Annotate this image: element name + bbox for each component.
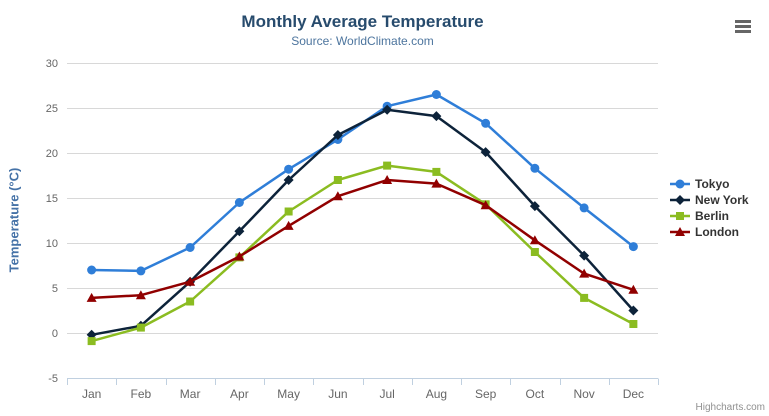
legend-marker [675, 195, 685, 205]
data-point-new-york[interactable] [283, 175, 294, 185]
data-point-tokyo[interactable] [628, 242, 638, 252]
data-point-london[interactable] [332, 191, 343, 201]
data-point-london[interactable] [135, 290, 146, 300]
data-point-berlin[interactable] [284, 207, 293, 216]
legend-marker [675, 179, 685, 189]
data-point-london[interactable] [86, 292, 97, 302]
data-point-london[interactable] [431, 178, 442, 188]
y-axis-label: 20 [46, 148, 58, 160]
data-point-new-york[interactable] [332, 130, 343, 140]
series-london [86, 175, 639, 302]
data-point-london[interactable] [480, 200, 491, 210]
data-point-berlin[interactable] [530, 248, 539, 256]
data-point-new-york[interactable] [529, 201, 540, 212]
y-axis-label: 30 [46, 58, 58, 70]
data-point-berlin[interactable] [87, 337, 96, 346]
x-axis-label: Jul [379, 387, 394, 401]
series-line-london[interactable] [90, 178, 635, 300]
data-point-london[interactable] [283, 220, 294, 230]
data-point-new-york[interactable] [579, 250, 590, 261]
series-line-tokyo[interactable] [90, 93, 635, 273]
data-point-tokyo[interactable] [431, 90, 441, 99]
data-point-berlin[interactable] [629, 320, 638, 328]
data-point-new-york[interactable] [234, 226, 245, 237]
y-axis-label: 10 [46, 238, 58, 250]
legend-item-berlin[interactable]: Berlin [669, 208, 749, 224]
data-point-berlin[interactable] [186, 297, 195, 306]
data-point-london[interactable] [579, 268, 590, 278]
legend: Tokyo New York Berlin London [669, 176, 749, 240]
legend-item-london[interactable]: London [669, 224, 749, 240]
data-point-london[interactable] [628, 284, 639, 294]
x-axis-label: Nov [573, 387, 594, 401]
hamburger-icon [735, 29, 751, 33]
data-point-berlin[interactable] [580, 293, 589, 302]
export-menu-button[interactable] [731, 15, 755, 37]
data-point-new-york[interactable] [480, 147, 491, 158]
data-point-london[interactable] [234, 251, 245, 261]
x-axis-label: Jan [82, 387, 101, 401]
x-axis-label: Feb [131, 387, 152, 401]
data-point-tokyo[interactable] [234, 198, 244, 207]
legend-label: London [695, 225, 739, 239]
data-point-tokyo[interactable] [136, 266, 146, 276]
legend-item-new-york[interactable]: New York [669, 192, 749, 208]
series-line-berlin[interactable] [90, 164, 635, 343]
chart-subtitle: Source: WorldClimate.com [291, 34, 434, 48]
legend-triangle-icon [670, 227, 690, 236]
data-point-tokyo[interactable] [579, 203, 589, 213]
data-point-london[interactable] [529, 235, 540, 245]
data-point-tokyo[interactable] [185, 243, 195, 252]
legend-label: Tokyo [695, 177, 730, 191]
data-point-london[interactable] [185, 276, 196, 286]
data-point-berlin[interactable] [333, 176, 342, 184]
data-point-berlin[interactable] [383, 161, 392, 170]
data-point-tokyo[interactable] [284, 164, 294, 174]
legend-circle-icon [670, 179, 690, 189]
legend-diamond-icon [670, 195, 690, 205]
x-axis-label: Aug [426, 387, 447, 401]
x-axis-label: Jun [328, 387, 347, 401]
data-point-tokyo[interactable] [87, 265, 97, 275]
legend-marker [675, 227, 685, 236]
data-point-new-york[interactable] [431, 111, 442, 122]
x-axis-label: Dec [623, 387, 644, 401]
legend-item-tokyo[interactable]: Tokyo [669, 176, 749, 192]
legend-label: Berlin [695, 209, 730, 223]
x-axis-label: Sep [475, 387, 497, 401]
data-point-tokyo[interactable] [530, 163, 540, 173]
legend-label: New York [695, 193, 749, 207]
highcharts-credit[interactable]: Highcharts.com [695, 402, 765, 413]
hamburger-icon [735, 24, 751, 28]
legend-square-icon [670, 212, 690, 220]
legend-marker [676, 212, 684, 220]
y-axis-label: 15 [46, 193, 58, 205]
data-point-london[interactable] [382, 175, 393, 184]
y-axis-label: 5 [52, 283, 58, 295]
series-new-york [86, 104, 639, 340]
x-axis-label: Oct [526, 387, 545, 401]
data-point-berlin[interactable] [136, 323, 145, 332]
y-axis-label: 0 [52, 328, 58, 340]
series-line-new-york[interactable] [90, 108, 635, 337]
data-point-berlin[interactable] [432, 167, 441, 176]
x-axis-label: Apr [230, 387, 249, 401]
data-point-tokyo[interactable] [481, 118, 491, 128]
y-axis-label: 25 [46, 103, 58, 115]
y-axis-label: -5 [48, 373, 58, 385]
hamburger-icon [735, 19, 751, 23]
chart-title: Monthly Average Temperature [241, 12, 484, 31]
x-axis-label: Mar [180, 387, 201, 401]
series-tokyo [87, 90, 638, 276]
data-point-new-york[interactable] [382, 104, 393, 115]
x-axis-label: May [277, 387, 300, 401]
data-point-new-york[interactable] [628, 305, 639, 316]
